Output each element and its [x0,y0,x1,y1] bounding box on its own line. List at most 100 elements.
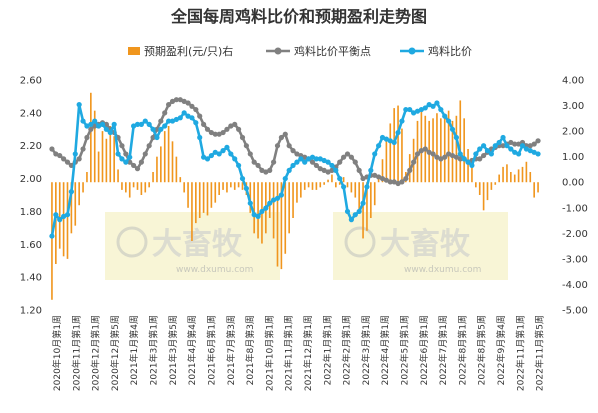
ratio-point [453,134,459,141]
profit-bar [78,182,80,206]
ratio-point [484,148,491,154]
breakeven-point [446,151,452,157]
profit-bar [105,138,108,183]
profit-bar [451,120,454,183]
breakeven-point [57,152,63,159]
ratio-point [414,108,421,114]
breakeven-point [239,134,246,141]
legend-profit-label: 预期盈利(元/只)右 [144,44,233,58]
ratio-point [131,123,137,129]
x-tick-label: 2021年8月第3周 [244,315,256,385]
right-tick-label: -4.00 [562,280,588,291]
x-axis: 2020年10月第1周 2020年11月第1周 2020年12月第1周 2020年12… [51,315,546,391]
breakeven-point [131,162,137,169]
breakeven-point [201,121,207,127]
breakeven-point [282,131,288,137]
legend-breakeven-label: 鸡料比价平衡点 [294,44,371,58]
x-tick-label: 2022年5月第1周 [399,315,411,385]
profit-bar [218,182,220,195]
ratio-point [473,151,479,157]
profit-bar [288,182,290,234]
breakeven-point [449,152,456,159]
ratio-point [290,162,296,169]
breakeven-point [251,159,257,165]
breakeven-point [173,97,179,103]
breakeven-point [313,162,319,169]
breakeven-point [481,152,487,159]
ratio-point [481,143,487,149]
watermark-box-right [333,212,508,280]
profit-bar [276,182,279,267]
watermark: 大畜牧 www.dxumu.com 大畜牧 www.dxumu.com [105,212,508,280]
breakeven-point [208,129,214,136]
profit-bar [502,166,504,183]
x-tick-label: 2020年12月第5周 [109,315,121,391]
right-tick-label: 4.00 [562,76,584,87]
ratio-point [197,134,203,141]
ratio-point [469,162,475,169]
ratio-point [243,185,249,192]
ratio-point [146,121,152,127]
breakeven-point [162,110,168,116]
profit-bar [358,182,360,211]
profit-bar [272,182,275,239]
ratio-point [430,103,436,109]
ratio-point [208,152,214,159]
profit-bar [148,182,150,188]
breakeven-point [119,143,125,149]
profit-bar [55,182,57,264]
profit-bar [191,182,193,241]
breakeven-point [294,151,300,157]
ratio-point [84,123,90,129]
breakeven-point [228,123,234,129]
ratio-point [325,159,331,165]
profit-bar [86,172,88,183]
ratio-point [500,134,506,141]
profit-bar [253,182,255,234]
x-tick-label: 2022年1月第1周 [321,315,333,385]
profit-bar [280,182,283,270]
ratio-point [72,151,78,157]
profit-bar [163,131,166,183]
profit-bar [494,182,497,185]
profit-bar [443,115,446,183]
x-tick-label: 2022年9月第4周 [495,315,507,385]
right-tick-label: -5.00 [562,306,588,317]
breakeven-point [414,151,421,157]
profit-bar [230,182,232,188]
profit-bar [432,118,434,183]
x-tick-label: 2022年2月第1周 [341,315,353,385]
ratio-point [434,100,440,106]
ratio-point [379,134,386,141]
profit-bar [436,113,438,183]
ratio-point [173,116,179,123]
breakeven-point [508,139,514,146]
ratio-point [68,189,74,195]
x-tick-label: 2020年12月第1周 [90,315,102,391]
breakeven-point [232,121,238,127]
left-tick-label: 1.80 [20,207,42,218]
profit-bar [529,172,532,183]
breakeven-point [181,98,187,104]
breakeven-point [395,180,401,187]
profit-bar [202,182,205,213]
x-tick-label: 2022年7月第1周 [437,315,449,385]
breakeven-point [376,174,382,180]
ratio-point [457,151,463,157]
profit-bar [517,169,520,183]
ratio-point [422,105,428,111]
right-tick-label: 1.00 [562,152,584,163]
breakeven-point [512,141,518,147]
ratio-point [259,208,265,215]
ratio-point [111,121,117,127]
profit-bar [257,182,259,239]
x-tick-label: 2022年3月第1周 [360,315,372,385]
x-tick-label: 2021年7月第3周 [225,315,237,385]
ratio-point [212,149,218,155]
profit-bar [183,182,185,193]
ratio-point [154,134,160,141]
right-tick-label: 3.00 [562,101,584,112]
ratio-point [138,121,144,127]
